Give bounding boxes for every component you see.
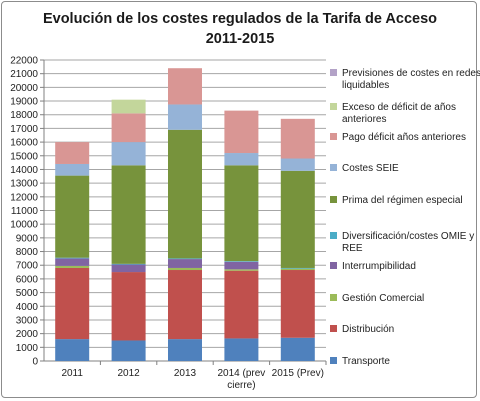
legend-swatch — [330, 164, 337, 171]
x-tick-label: 2014 (prev — [217, 368, 265, 379]
legend-label: REE — [342, 243, 363, 254]
bar-segment — [280, 170, 315, 268]
y-tick-label: 13000 — [10, 179, 38, 190]
y-tick-label: 21000 — [10, 69, 38, 80]
chart-subtitle: 2011-2015 — [205, 31, 275, 47]
y-tick-label: 5000 — [16, 288, 39, 299]
y-tick-label: 18000 — [10, 110, 38, 121]
y-tick-label: 7000 — [16, 261, 39, 272]
bar-segment — [280, 158, 315, 171]
y-tick-label: 11000 — [11, 206, 39, 217]
bar-segment — [111, 340, 146, 361]
y-tick-label: 17000 — [10, 124, 38, 135]
y-tick-label: 3000 — [16, 315, 39, 326]
legend-swatch — [330, 196, 337, 203]
bar-segment — [168, 68, 202, 105]
legend-label: Previsiones de costes en redes — [342, 68, 480, 79]
y-tick-label: 16000 — [10, 138, 38, 149]
y-tick-label: 12000 — [10, 192, 38, 203]
legend-swatch — [330, 69, 337, 76]
bar-segment — [55, 163, 90, 176]
legend-swatch — [330, 294, 337, 301]
bar-segment — [55, 267, 90, 340]
y-tick-label: 19000 — [10, 97, 38, 108]
bar-segment — [55, 265, 90, 268]
bar-segment — [168, 258, 202, 260]
bar-segment — [280, 267, 315, 269]
bar-segment — [111, 99, 146, 114]
bar-segment — [55, 339, 90, 361]
bar-segment — [224, 261, 259, 270]
legend-label: Costes SEIE — [342, 163, 399, 174]
bar-segment — [55, 257, 90, 259]
legend-swatch — [330, 262, 337, 269]
bar-segment — [224, 338, 259, 361]
legend-label: Distribución — [342, 324, 394, 335]
x-tick-label: 2013 — [174, 368, 197, 379]
bar-segment — [168, 270, 202, 340]
bar-segment — [224, 261, 259, 262]
x-tick-label: 2012 — [117, 368, 140, 379]
chart-title: Evolución de los costes regulados de la … — [0, 9, 480, 49]
bar-segment — [224, 270, 259, 339]
legend-label: Transporte — [342, 356, 390, 367]
legend-label: Interrumpibilidad — [342, 261, 416, 272]
bar-segment — [168, 104, 202, 130]
legend-swatch — [330, 103, 337, 110]
y-tick-label: 9000 — [16, 233, 39, 244]
legend-label: Pago déficit años anteriores — [342, 132, 466, 143]
y-tick-label: 14000 — [10, 165, 38, 176]
bar-segment — [111, 113, 146, 143]
bar-segment — [280, 270, 315, 338]
y-tick-label: 8000 — [16, 247, 39, 258]
y-tick-label: 6000 — [16, 274, 39, 285]
y-tick-label: 20000 — [10, 83, 38, 94]
legend-swatch — [330, 133, 337, 140]
y-tick-label: 0 — [32, 357, 38, 368]
legend-label: Exceso de déficit de años — [342, 102, 456, 113]
y-tick-label: 22000 — [10, 56, 38, 67]
bar-segment — [224, 165, 259, 262]
bar-segment — [168, 129, 202, 259]
bar-segment — [168, 267, 202, 271]
y-tick-label: 10000 — [10, 220, 38, 231]
legend-label: Prima del régimen especial — [342, 195, 463, 206]
legend-label: anteriores — [342, 114, 386, 125]
y-tick-label: 15000 — [10, 151, 38, 162]
legend-label: Diversificación/costes OMIE y — [342, 231, 474, 242]
bar-segment — [168, 339, 202, 361]
x-tick-label: 2015 (Prev) — [272, 368, 324, 379]
bar-segment — [224, 153, 259, 166]
bar-segment — [168, 259, 202, 268]
x-tick-label: cierre) — [227, 380, 255, 391]
bar-segment — [111, 264, 146, 273]
bar-segment — [224, 269, 259, 271]
bar-segment — [55, 175, 90, 258]
chart-title-line: Evolución de los costes regulados de la … — [42, 11, 438, 27]
legend-swatch — [330, 357, 337, 364]
y-tick-label: 2000 — [16, 329, 39, 340]
bar-segment — [280, 268, 315, 271]
bar-segment — [55, 258, 90, 266]
legend-swatch — [330, 232, 337, 239]
y-tick-label: 1000 — [16, 343, 39, 354]
bar-segment — [111, 165, 146, 264]
x-tick-label: 2011 — [61, 368, 83, 379]
bar-segment — [280, 118, 315, 159]
bar-segment — [111, 263, 146, 265]
bar-segment — [111, 142, 146, 166]
legend-swatch — [330, 325, 337, 332]
bar-segment — [224, 110, 259, 154]
y-tick-label: 4000 — [16, 302, 39, 313]
bar-segment — [111, 272, 146, 341]
legend-label: liquidables — [342, 80, 389, 91]
legend-label: Gestión Comercial — [342, 293, 424, 304]
bar-segment — [55, 142, 90, 164]
bar-segment — [280, 337, 315, 361]
